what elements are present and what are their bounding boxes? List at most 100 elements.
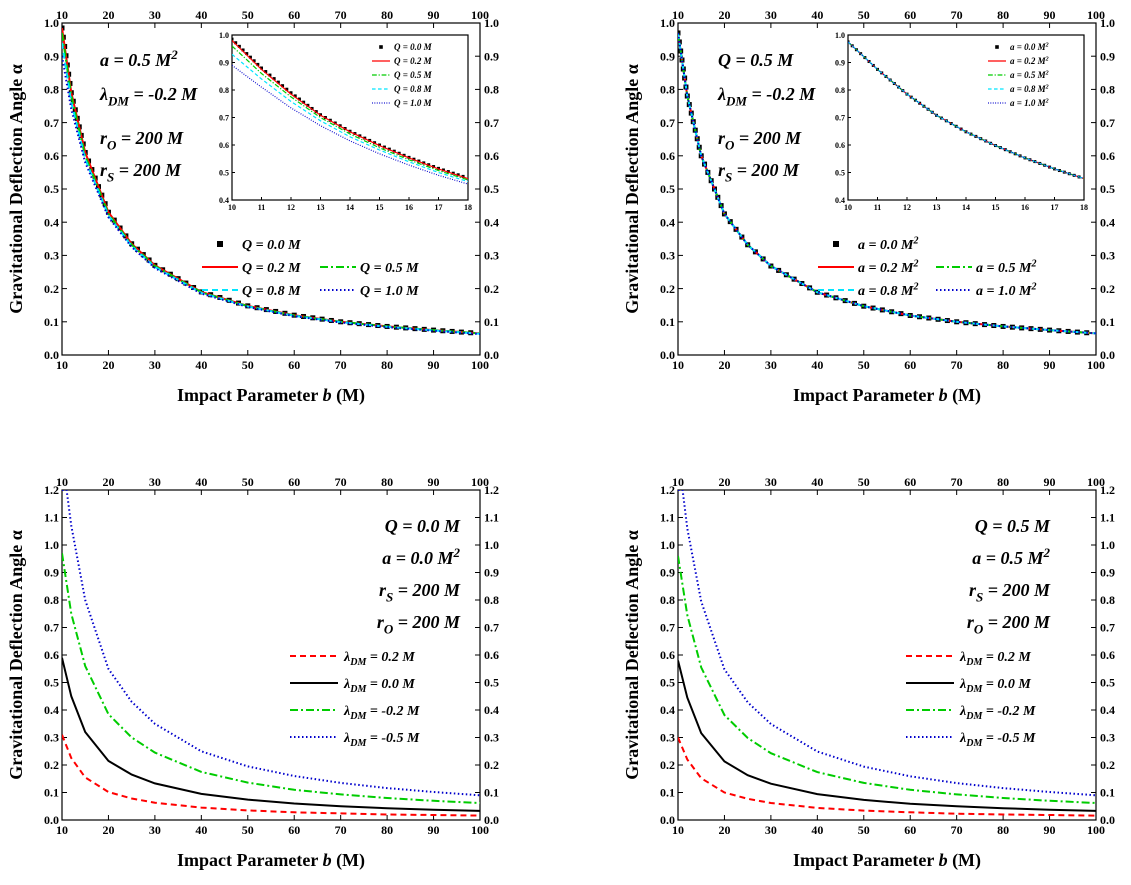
panel3-x-tick-label-top: 30 [149, 475, 161, 489]
panel4-x-tick-label: 30 [765, 823, 777, 837]
inset2-x-tick-label: 13 [933, 203, 941, 212]
panel1-x-tick-label-top: 30 [149, 8, 161, 22]
annotation-text: Q = 0.5 M [975, 516, 1051, 536]
series-line-1 [62, 734, 480, 817]
inset1-y-tick-label: 1.0 [219, 31, 229, 40]
legend-label: λDM = 0.0 M [959, 677, 1031, 695]
panel1-y-tick-label: 0.5 [44, 182, 59, 196]
panel1-y-tick-label-right: 0.8 [484, 83, 499, 97]
inset-series-line-4 [848, 41, 1084, 180]
inset-background [232, 35, 468, 200]
panel3-y-tick-label: 1.1 [44, 511, 59, 525]
panel3-y-tick-label: 0.6 [44, 648, 59, 662]
panel3-x-tick-label: 10 [56, 823, 68, 837]
inset1-y-tick-label: 0.7 [219, 113, 229, 122]
inset-series-line-1-marker [248, 55, 252, 59]
inset-legend-label: Q = 0.8 M [394, 84, 433, 94]
panel2-y-tick-label: 0.4 [660, 215, 675, 229]
panel1-x-tick-label-top: 80 [381, 8, 393, 22]
panel2-y-tick-label-right: 0.6 [1100, 149, 1115, 163]
panel2-y-tick-label-right: 0.3 [1100, 249, 1115, 263]
annotation-text: λDM = -0.2 M [717, 84, 816, 108]
panel4-y-tick-label: 0.7 [660, 621, 675, 635]
panel3-y-tick-label: 0.0 [44, 813, 59, 827]
inset1-x-tick-label: 15 [376, 203, 384, 212]
inset1-x-tick-label: 14 [346, 203, 354, 212]
panel3-y-tick-label: 0.1 [44, 786, 59, 800]
panel3-x-tick-label-top: 60 [288, 475, 300, 489]
legend-label: Q = 0.2 M [242, 261, 301, 276]
legend-label: λDM = 0.2 M [343, 650, 415, 668]
annotation-text: rO = 200 M [718, 128, 802, 152]
panel2-x-tick-label-top: 80 [997, 8, 1009, 22]
series-line-4 [62, 42, 480, 335]
panel3-x-tick-label-top: 70 [335, 475, 347, 489]
panel2-x-tick-label: 20 [718, 358, 730, 372]
panel4-x-tick-label: 60 [904, 823, 916, 837]
annotation-text: rS = 200 M [379, 580, 461, 604]
panel3-x-tick-label: 40 [195, 823, 207, 837]
panel2-x-tick-label: 40 [811, 358, 823, 372]
inset-series-line-3 [232, 45, 468, 181]
inset-legend-label: a = 0.2 M2 [1010, 56, 1049, 66]
inset2-x-tick-label: 16 [1021, 203, 1029, 212]
annotation-text: rO = 200 M [100, 128, 184, 152]
panel4-y-tick-label-right: 0.7 [1100, 621, 1115, 635]
panel4-y-tick-label-right: 0.8 [1100, 593, 1115, 607]
panel1-x-tick-label: 90 [428, 358, 440, 372]
panel1-y-tick-label: 0.9 [44, 49, 59, 63]
panel3-x-tick-label-top: 100 [471, 475, 489, 489]
inset-series-line-1-marker [293, 94, 297, 98]
panel1-y-tick-label-right: 1.0 [484, 16, 499, 30]
inset-legend-label: a = 1.0 M2 [1010, 98, 1049, 108]
legend-label: a = 0.2 M2 [858, 258, 918, 276]
panel1-y-tick-label: 0.4 [44, 215, 59, 229]
panel2-y-tick-label-right: 0.7 [1100, 116, 1115, 130]
y-axis-title: Gravitational Deflection Angle α [622, 530, 642, 780]
panel2-y-tick-label-right: 0.8 [1100, 83, 1115, 97]
panel1-y-tick-label: 0.0 [44, 348, 59, 362]
panel1-x-tick-label: 100 [471, 358, 489, 372]
panel1-x-tick-label: 80 [381, 358, 393, 372]
panel1-y-tick-label: 0.8 [44, 83, 59, 97]
panel2-y-tick-label: 0.1 [660, 315, 675, 329]
panel4-x-tick-label-top: 30 [765, 475, 777, 489]
inset1-x-tick-label: 12 [287, 203, 295, 212]
panel1-y-tick-label: 1.0 [44, 16, 59, 30]
panel3-y-tick-label-right: 1.1 [484, 511, 499, 525]
panel3-x-tick-label-top: 40 [195, 475, 207, 489]
panel4-y-tick-label: 0.6 [660, 648, 675, 662]
panel3-y-tick-label: 0.5 [44, 676, 59, 690]
inset-series-line-4 [232, 53, 468, 183]
panel1-x-tick-label: 70 [335, 358, 347, 372]
inset1-y-tick-label: 0.5 [219, 168, 229, 177]
inset-series-line-1-marker [281, 84, 285, 88]
panel1-x-tick-label-top: 70 [335, 8, 347, 22]
inset1-x-tick-label: 13 [317, 203, 325, 212]
legend-swatch [995, 45, 999, 49]
legend-label: Q = 0.0 M [242, 238, 301, 253]
inset2-y-tick-label: 0.4 [835, 196, 845, 205]
panel1-y-tick-label: 0.2 [44, 282, 59, 296]
inset1-x-tick-label: 11 [258, 203, 266, 212]
panel4-x-tick-label: 80 [997, 823, 1009, 837]
inset2-x-tick-label: 11 [874, 203, 882, 212]
inset-chart: 10 11 12 13 14 15 16 17 18 0.4 0.5 0.6 0.7 0.8 0.9 1.0 a… [835, 31, 1088, 212]
panel1-x-tick-label: 50 [242, 358, 254, 372]
legend-label: λDM = -0.5 M [343, 731, 420, 749]
inset-legend-label: Q = 0.0 M [394, 42, 433, 52]
inset1-y-tick-label: 0.4 [219, 196, 229, 205]
panel4-x-tick-label-top: 100 [1087, 475, 1105, 489]
inset-series-line-1-marker [237, 44, 241, 48]
panel4-y-tick-label-right: 0.4 [1100, 703, 1115, 717]
panel4-y-tick-label: 0.4 [660, 703, 675, 717]
panel1-x-tick-label-top: 90 [428, 8, 440, 22]
legend-label: a = 0.0 M2 [858, 235, 918, 253]
panel3-y-tick-label: 0.8 [44, 593, 59, 607]
panel1-y-tick-label-right: 0.4 [484, 215, 499, 229]
panel4-y-tick-label-right: 1.0 [1100, 538, 1115, 552]
panel3-x-tick-label: 30 [149, 823, 161, 837]
inset-chart: 10 11 12 13 14 15 16 17 18 0.4 0.5 0.6 0.7 0.8 0.9 1.0 Q… [219, 31, 472, 212]
inset-series-line-1-marker [268, 73, 272, 77]
inset1-y-tick-label: 0.6 [219, 141, 229, 150]
